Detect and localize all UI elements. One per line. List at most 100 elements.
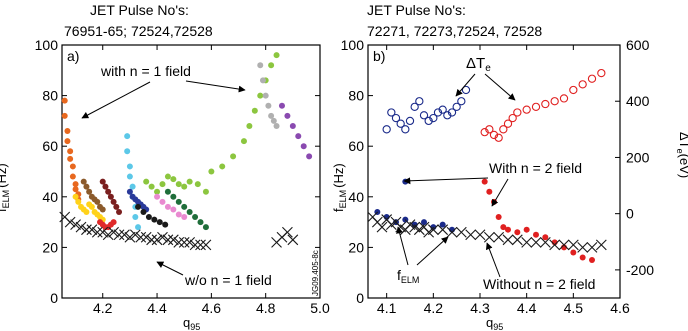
point-b-4-26 <box>549 239 561 251</box>
point-b-4-15 <box>446 226 458 238</box>
point-b-3-8 <box>533 231 539 238</box>
chart-b-header-1: JET Pulse No's: <box>367 2 466 18</box>
point-b-4-21 <box>502 234 514 246</box>
point-b-1-6 <box>508 113 517 123</box>
chart-b-arrow-3 <box>403 177 489 185</box>
point-b-0-5 <box>405 116 415 126</box>
point-b-0-12 <box>438 105 447 114</box>
ytick-label-a-4: 80 <box>42 88 58 104</box>
point-a-2-0 <box>80 178 87 185</box>
chart-b-ytick-labels: 0 20 40 60 80 100 <box>341 37 365 306</box>
point-b-0-6 <box>410 102 419 111</box>
chart-a-arrow-1 <box>81 81 151 119</box>
series-b-3 <box>481 178 595 264</box>
point-a-14-8 <box>102 229 114 241</box>
point-a-1-6 <box>88 203 95 210</box>
ytick-right-label-b-2: 200 <box>626 149 650 165</box>
point-a-3-6 <box>116 208 123 215</box>
chart-b-ylabel-right-main: ΔT <box>677 132 688 149</box>
chart-b-ylabel-right-sub: e <box>675 149 685 154</box>
point-a-12-2 <box>262 92 269 99</box>
series-a-13 <box>278 102 313 160</box>
chart-b-annotation-felm-sub: ELM <box>401 275 420 285</box>
series-a-7 <box>143 173 209 195</box>
ytick-label-b-5: 100 <box>341 37 365 53</box>
point-b-1-15 <box>587 74 597 83</box>
series-a-10 <box>164 188 209 231</box>
point-a-7-0 <box>143 178 150 185</box>
point-a-11-9 <box>273 52 280 59</box>
point-a-14-18 <box>157 231 168 243</box>
point-a-13-1 <box>284 112 291 119</box>
point-a-14-23 <box>184 236 196 248</box>
point-b-0-3 <box>396 119 405 128</box>
chart-a-header-2: 76951-65; 72524,72528 <box>64 23 213 39</box>
chart-b-annotation-delta-te-sub: e <box>485 63 491 74</box>
point-a-14-14 <box>135 231 147 243</box>
point-a-3-5 <box>113 203 120 210</box>
point-b-1-1 <box>485 125 494 134</box>
point-a-11-5 <box>251 107 258 114</box>
chart-b-annotation-delta-te-main: ΔT <box>466 55 485 72</box>
point-a-7-7 <box>181 183 188 190</box>
point-a-14-22 <box>178 236 190 248</box>
point-b-4-19 <box>483 231 495 243</box>
xtick-label-a-0: 4.2 <box>93 300 113 316</box>
ytick-label-b-2: 40 <box>348 189 364 205</box>
chart-a-arrow-3 <box>156 261 184 276</box>
point-b-4-18 <box>474 229 486 241</box>
point-a-11-0 <box>208 168 215 175</box>
series-b-0 <box>382 85 471 134</box>
point-a-1-4 <box>83 208 90 215</box>
chart-b-xlabel-sub: 95 <box>493 322 503 331</box>
chart-a-xlabel-sub: 95 <box>190 322 200 331</box>
point-a-9-2 <box>145 214 152 221</box>
point-a-7-5 <box>170 176 177 183</box>
point-a-0-8 <box>72 181 79 188</box>
point-b-0-14 <box>447 108 457 117</box>
series-a-3 <box>99 178 123 215</box>
point-b-1-0 <box>480 127 489 137</box>
point-b-3-0 <box>481 178 488 185</box>
chart-a-marks <box>59 52 313 251</box>
point-a-14-24 <box>189 239 201 251</box>
point-a-11-8 <box>268 62 275 69</box>
point-a-9-1 <box>140 208 147 215</box>
point-a-14-4 <box>81 224 92 236</box>
point-a-8-5 <box>181 214 188 221</box>
point-b-0-1 <box>387 108 396 117</box>
point-a-5-7 <box>132 214 139 221</box>
point-a-0-2 <box>64 128 71 135</box>
ytick-label-a-5: 100 <box>35 37 59 53</box>
point-a-14-19 <box>162 234 174 246</box>
chart-b-arrow-6 <box>396 226 409 266</box>
point-a-2-5 <box>94 198 101 205</box>
chart-b-panel-label: b) <box>373 48 385 64</box>
chart-a-annotation-with: with n = 1 field <box>100 63 191 79</box>
point-b-1-2 <box>489 130 499 140</box>
point-b-4-20 <box>493 231 505 243</box>
point-b-4-29 <box>577 242 589 253</box>
point-a-10-4 <box>186 208 193 215</box>
point-a-14-10 <box>113 229 125 241</box>
point-b-0-10 <box>429 113 438 123</box>
point-a-10-6 <box>197 219 204 226</box>
ytick-right-label-b-1: 0 <box>626 206 634 222</box>
ytick-label-a-0: 0 <box>50 290 58 306</box>
point-b-1-12 <box>559 94 569 103</box>
point-b-4-25 <box>539 236 551 248</box>
point-b-4-31 <box>595 239 607 251</box>
point-a-7-8 <box>186 178 193 185</box>
chart-b-arrow-4 <box>491 178 509 207</box>
point-a-14-30 <box>287 234 299 246</box>
chart-b: JET Pulse No's: 72271, 72273,72524, 7252… <box>331 2 688 331</box>
point-a-14-11 <box>119 229 130 241</box>
point-a-2-7 <box>99 206 106 213</box>
point-a-10-0 <box>164 188 171 195</box>
point-a-10-3 <box>181 203 188 210</box>
chart-b-xtick-labels: 4.1 4.2 4.3 4.4 4.5 4.6 <box>377 300 630 316</box>
point-b-1-8 <box>522 105 531 114</box>
point-b-4-14 <box>437 224 449 236</box>
point-a-1-1 <box>75 198 82 205</box>
point-a-13-3 <box>295 133 302 140</box>
